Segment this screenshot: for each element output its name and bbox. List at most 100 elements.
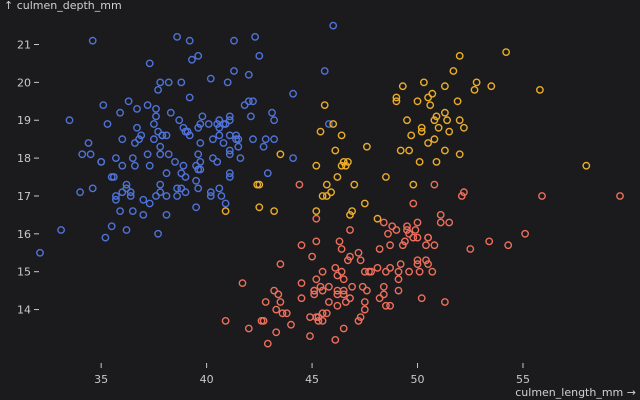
data-point-series-1 <box>126 188 135 197</box>
data-point-series-3 <box>422 241 430 250</box>
data-point-series-3 <box>356 256 365 265</box>
data-point-series-3 <box>422 256 430 265</box>
x-axis: 35 40 45 50 55 <box>94 363 530 386</box>
data-point-series-2 <box>432 112 441 121</box>
data-point-series-1 <box>194 123 203 132</box>
data-point-series-1 <box>198 112 207 121</box>
data-point-series-3 <box>362 286 371 295</box>
data-point-series-3 <box>457 192 466 200</box>
data-point-series-1 <box>78 150 87 159</box>
data-point-series-1 <box>213 157 222 166</box>
data-point-series-3 <box>388 222 397 231</box>
data-point-series-3 <box>386 241 394 250</box>
data-point-series-1 <box>88 184 97 193</box>
data-point-series-3 <box>333 301 342 310</box>
data-point-series-1 <box>149 120 158 128</box>
data-point-series-1 <box>196 139 205 147</box>
data-point-series-3 <box>424 260 432 268</box>
data-point-series-1 <box>156 180 165 189</box>
x-tick-label: 55 <box>516 373 530 386</box>
data-point-series-1 <box>97 157 106 166</box>
data-point-series-1 <box>36 248 44 257</box>
data-point-series-2 <box>470 86 479 94</box>
data-point-series-1 <box>324 120 333 128</box>
data-point-series-3 <box>354 248 363 257</box>
data-point-series-2 <box>536 86 544 94</box>
data-point-series-2 <box>381 173 390 181</box>
data-point-series-1 <box>137 131 146 140</box>
data-point-series-3 <box>337 245 346 253</box>
data-point-series-2 <box>430 116 439 125</box>
data-point-series-3 <box>485 237 494 246</box>
data-point-series-1 <box>118 161 127 170</box>
data-point-series-3 <box>274 290 283 299</box>
data-point-series-2 <box>331 146 340 155</box>
data-point-series-2 <box>472 78 481 87</box>
data-point-series-1 <box>219 120 228 128</box>
data-point-series-1 <box>162 131 171 140</box>
data-point-series-3 <box>396 260 405 268</box>
data-point-series-1 <box>164 150 173 159</box>
data-point-series-1 <box>246 112 255 121</box>
data-point-series-3 <box>405 267 413 276</box>
y-tick-label: 15 <box>17 266 31 279</box>
data-point-series-1 <box>177 78 186 87</box>
data-point-series-1 <box>192 176 201 185</box>
data-point-series-1 <box>320 67 329 75</box>
data-point-series-2 <box>312 207 321 216</box>
data-point-series-3 <box>339 324 348 333</box>
data-point-series-3 <box>263 339 272 348</box>
data-point-series-2 <box>320 101 329 110</box>
data-point-series-2 <box>459 123 468 132</box>
data-point-series-3 <box>318 267 327 276</box>
data-point-series-2 <box>409 180 418 189</box>
data-point-series-1 <box>145 199 154 208</box>
data-point-series-3 <box>392 226 401 234</box>
data-point-series-2 <box>440 146 449 155</box>
data-point-series-3 <box>335 237 344 246</box>
data-point-series-1 <box>173 192 182 200</box>
data-point-series-1 <box>219 139 228 147</box>
data-point-series-1 <box>99 101 108 110</box>
data-point-series-1 <box>173 33 182 41</box>
data-point-series-2 <box>362 142 371 151</box>
data-point-series-3 <box>394 267 403 276</box>
data-point-series-1 <box>206 192 215 200</box>
data-point-series-3 <box>360 298 369 306</box>
y-tick-label: 18 <box>17 152 31 165</box>
data-point-series-3 <box>316 282 325 291</box>
data-point-series-1 <box>143 101 152 110</box>
data-point-series-2 <box>327 188 335 197</box>
data-point-series-2 <box>430 135 439 144</box>
data-point-series-1 <box>249 135 257 144</box>
data-point-series-1 <box>244 70 253 79</box>
data-point-series-3 <box>221 316 230 325</box>
y-tick-label: 14 <box>17 304 31 317</box>
data-point-series-1 <box>145 59 154 68</box>
data-point-series-3 <box>310 286 319 295</box>
data-point-series-2 <box>392 97 401 106</box>
data-point-series-1 <box>206 188 215 197</box>
data-point-series-3 <box>314 316 323 325</box>
data-point-series-2 <box>348 207 356 216</box>
data-point-series-3 <box>375 245 384 253</box>
data-point-series-1 <box>122 180 131 189</box>
data-point-series-3 <box>360 305 369 314</box>
data-point-series-3 <box>405 229 413 238</box>
data-point-series-3 <box>466 245 475 253</box>
data-point-series-3 <box>354 316 363 325</box>
data-point-series-1 <box>259 142 268 151</box>
data-point-series-1 <box>154 86 163 94</box>
data-point-series-1 <box>215 184 224 193</box>
data-point-series-3 <box>272 328 281 337</box>
data-point-series-3 <box>346 226 354 234</box>
data-point-series-3 <box>386 301 394 310</box>
data-point-series-1 <box>187 55 196 64</box>
data-point-series-1 <box>166 108 175 117</box>
data-point-series-2 <box>419 78 428 87</box>
data-point-series-3 <box>424 233 432 242</box>
data-point-series-1 <box>255 52 264 60</box>
data-point-series-2 <box>405 146 413 155</box>
data-point-series-1 <box>196 120 205 128</box>
data-point-series-1 <box>152 112 160 121</box>
